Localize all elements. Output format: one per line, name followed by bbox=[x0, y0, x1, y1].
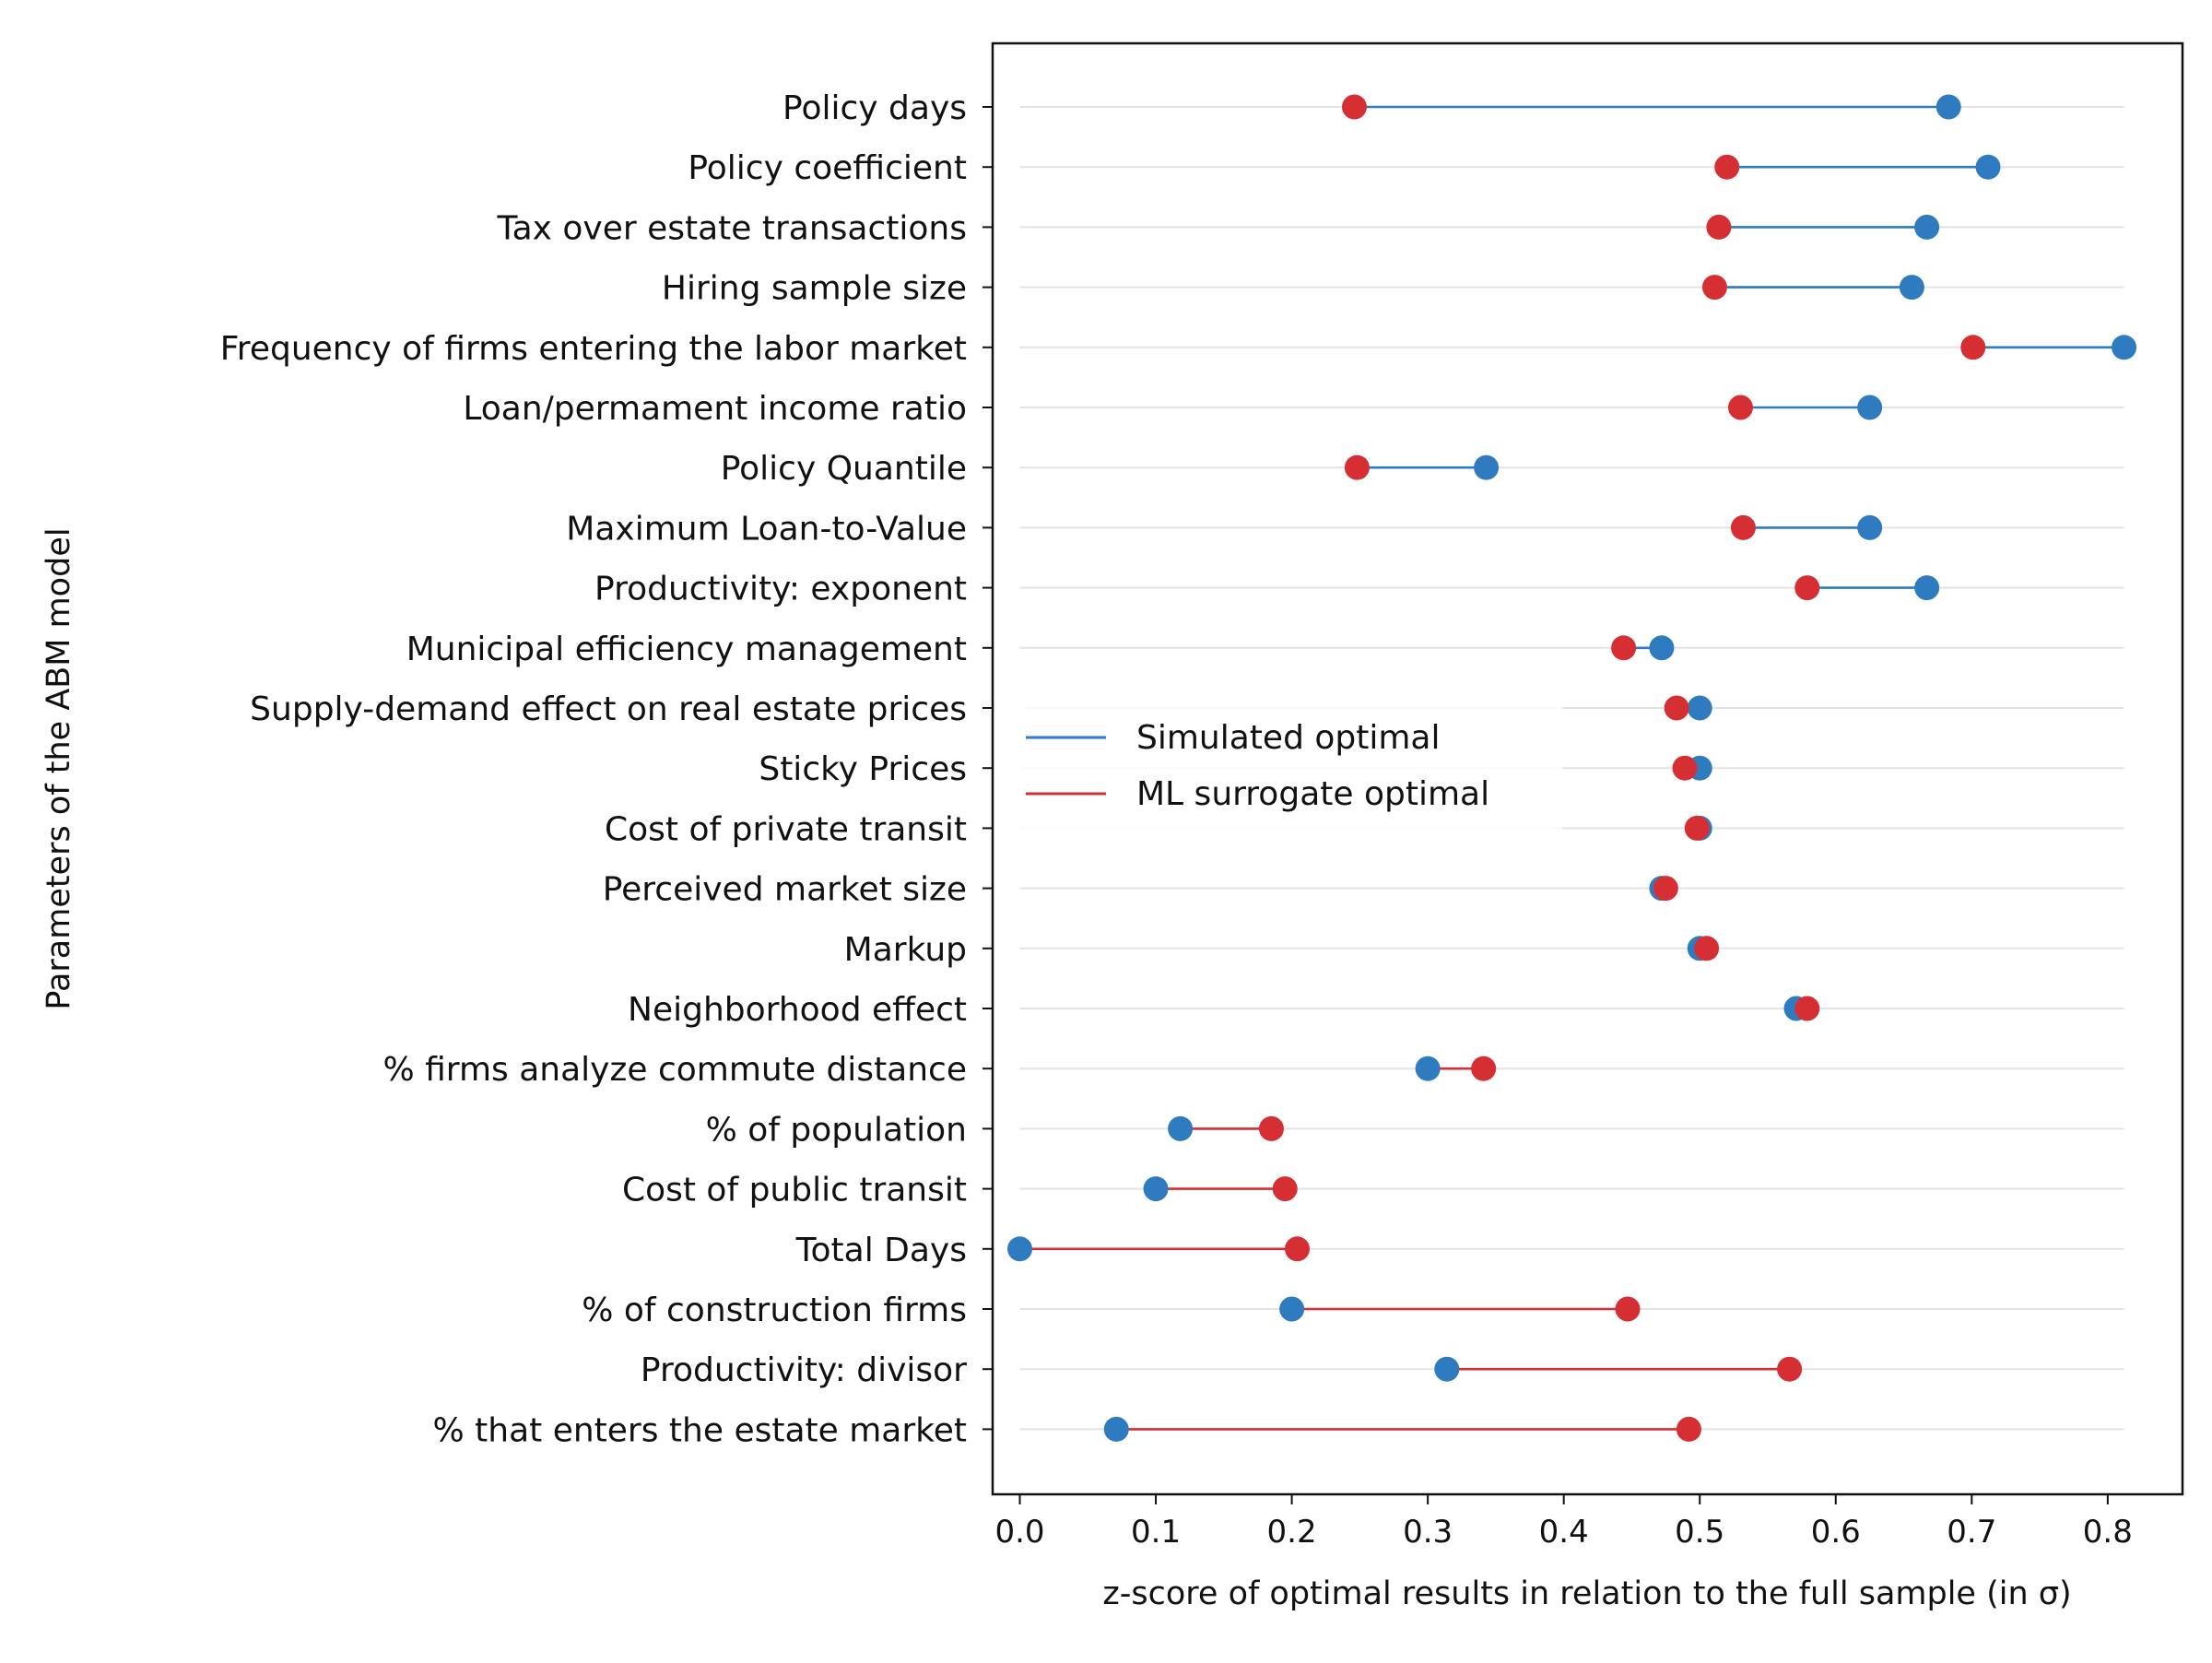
point-ml-surrogate-municipal-efficiency-management bbox=[1611, 635, 1637, 661]
x-tick-label-7: 0.7 bbox=[1947, 1514, 1996, 1551]
point-ml-surrogate-of-population bbox=[1258, 1115, 1284, 1141]
point-ml-surrogate-total-days bbox=[1284, 1236, 1310, 1262]
point-ml-surrogate-that-enters-the-estate-market bbox=[1676, 1416, 1701, 1442]
point-ml-surrogate-maximum-loan-to-value bbox=[1730, 514, 1756, 540]
point-ml-surrogate-markup bbox=[1694, 936, 1720, 961]
y-tick-label-policy-quantile: Policy Quantile bbox=[721, 450, 967, 488]
y-tick-label-of-construction-firms: % of construction firms bbox=[582, 1291, 967, 1329]
point-ml-surrogate-supply-demand-effect-on-real-estate-prices bbox=[1664, 695, 1689, 721]
y-tick-label-maximum-loan-to-value: Maximum Loan-to-Value bbox=[566, 510, 967, 548]
y-tick-label-policy-coefficient: Policy coefficient bbox=[688, 149, 967, 187]
y-tick-label-firms-analyze-commute-distance: % firms analyze commute distance bbox=[382, 1051, 967, 1089]
y-tick-label-policy-days: Policy days bbox=[782, 89, 967, 127]
legend-label-ml-surrogate: ML surrogate optimal bbox=[1136, 775, 1489, 813]
point-ml-surrogate-sticky-prices bbox=[1672, 755, 1698, 781]
y-axis-title: Parameters of the ABM model bbox=[41, 527, 77, 1009]
point-simulated-policy-coefficient bbox=[1975, 154, 2001, 180]
x-tick-label-3: 0.3 bbox=[1403, 1514, 1453, 1551]
point-simulated-cost-of-public-transit bbox=[1143, 1176, 1169, 1202]
point-ml-surrogate-loan-permament-income-ratio bbox=[1727, 395, 1753, 420]
y-tick-label-tax-over-estate-transactions: Tax over estate transactions bbox=[497, 209, 967, 247]
y-tick-label-markup: Markup bbox=[844, 931, 967, 969]
point-ml-surrogate-firms-analyze-commute-distance bbox=[1471, 1056, 1497, 1081]
x-axis: 0.0 0.1 0.2 0.3 0.4 0.5 0.6 0.7 0.8 bbox=[994, 1494, 2133, 1551]
point-simulated-policy-quantile bbox=[1474, 454, 1500, 480]
y-tick-label-hiring-sample-size: Hiring sample size bbox=[662, 270, 967, 308]
y-tick-label-that-enters-the-estate-market: % that enters the estate market bbox=[433, 1411, 968, 1449]
x-tick-label-4: 0.4 bbox=[1539, 1514, 1589, 1551]
x-tick-label-8: 0.8 bbox=[2083, 1514, 2133, 1551]
connector-layer bbox=[1019, 105, 2124, 1431]
y-tick-label-perceived-market-size: Perceived market size bbox=[603, 871, 967, 909]
x-axis-title: z-score of optimal results in relation t… bbox=[1102, 1575, 2071, 1612]
point-simulated-loan-permament-income-ratio bbox=[1857, 395, 1883, 420]
point-ml-surrogate-of-construction-firms bbox=[1615, 1296, 1641, 1322]
x-tick-label-0: 0.0 bbox=[994, 1514, 1044, 1551]
y-tick-label-total-days: Total Days bbox=[795, 1232, 967, 1269]
y-tick-label-neighborhood-effect: Neighborhood effect bbox=[628, 991, 967, 1029]
point-simulated-that-enters-the-estate-market bbox=[1103, 1416, 1129, 1442]
y-tick-label-municipal-efficiency-management: Municipal efficiency management bbox=[406, 631, 967, 668]
point-simulated-of-construction-firms bbox=[1279, 1296, 1305, 1322]
x-tick-label-6: 0.6 bbox=[1811, 1514, 1861, 1551]
point-ml-surrogate-tax-over-estate-transactions bbox=[1706, 214, 1732, 240]
x-tick-label-5: 0.5 bbox=[1675, 1514, 1724, 1551]
point-layer bbox=[1007, 94, 2137, 1442]
point-ml-surrogate-neighborhood-effect bbox=[1794, 996, 1820, 1021]
point-ml-surrogate-policy-coefficient bbox=[1714, 154, 1740, 180]
y-tick-label-sticky-prices: Sticky Prices bbox=[759, 750, 967, 788]
x-tick-label-2: 0.2 bbox=[1267, 1514, 1317, 1551]
point-simulated-productivity-divisor bbox=[1434, 1356, 1460, 1382]
legend: Simulated optimal ML surrogate optimal bbox=[1009, 699, 1562, 837]
point-simulated-supply-demand-effect-on-real-estate-prices bbox=[1687, 695, 1712, 721]
point-ml-surrogate-frequency-of-firms-entering-the-labor-market bbox=[1960, 335, 1986, 360]
y-tick-label-frequency-of-firms-entering-the-labor-market: Frequency of firms entering the labor ma… bbox=[220, 330, 967, 368]
point-ml-surrogate-cost-of-public-transit bbox=[1272, 1176, 1298, 1202]
point-ml-surrogate-cost-of-private-transit bbox=[1684, 815, 1710, 841]
point-ml-surrogate-productivity-exponent bbox=[1794, 575, 1820, 601]
point-simulated-productivity-exponent bbox=[1914, 575, 1940, 601]
y-tick-label-productivity-exponent: Productivity: exponent bbox=[594, 571, 967, 608]
point-ml-surrogate-hiring-sample-size bbox=[1701, 275, 1727, 301]
x-tick-label-1: 0.1 bbox=[1131, 1514, 1181, 1551]
point-simulated-municipal-efficiency-management bbox=[1649, 635, 1675, 661]
point-simulated-maximum-loan-to-value bbox=[1857, 514, 1883, 540]
y-tick-label-supply-demand-effect-on-real-estate-prices: Supply-demand effect on real estate pric… bbox=[250, 690, 967, 728]
point-simulated-policy-days bbox=[1936, 94, 1961, 120]
y-tick-label-cost-of-public-transit: Cost of public transit bbox=[622, 1172, 967, 1209]
legend-label-simulated: Simulated optimal bbox=[1136, 719, 1440, 757]
point-simulated-hiring-sample-size bbox=[1899, 275, 1924, 301]
y-tick-label-cost-of-private-transit: Cost of private transit bbox=[605, 810, 967, 848]
point-ml-surrogate-productivity-divisor bbox=[1777, 1356, 1803, 1382]
y-axis: Policy days Policy coefficient Tax over es… bbox=[220, 89, 993, 1449]
point-ml-surrogate-policy-days bbox=[1341, 94, 1367, 120]
point-ml-surrogate-perceived-market-size bbox=[1653, 876, 1678, 902]
point-ml-surrogate-policy-quantile bbox=[1344, 454, 1370, 480]
point-simulated-frequency-of-firms-entering-the-labor-market bbox=[2112, 335, 2137, 360]
point-simulated-of-population bbox=[1168, 1115, 1194, 1141]
point-simulated-total-days bbox=[1007, 1236, 1033, 1262]
point-simulated-tax-over-estate-transactions bbox=[1914, 214, 1940, 240]
legend-box bbox=[1009, 699, 1562, 837]
point-simulated-firms-analyze-commute-distance bbox=[1415, 1056, 1441, 1081]
y-tick-label-productivity-divisor: Productivity: divisor bbox=[641, 1351, 967, 1389]
y-tick-label-of-population: % of population bbox=[706, 1111, 967, 1149]
y-tick-label-loan-permament-income-ratio: Loan/permament income ratio bbox=[463, 390, 967, 428]
